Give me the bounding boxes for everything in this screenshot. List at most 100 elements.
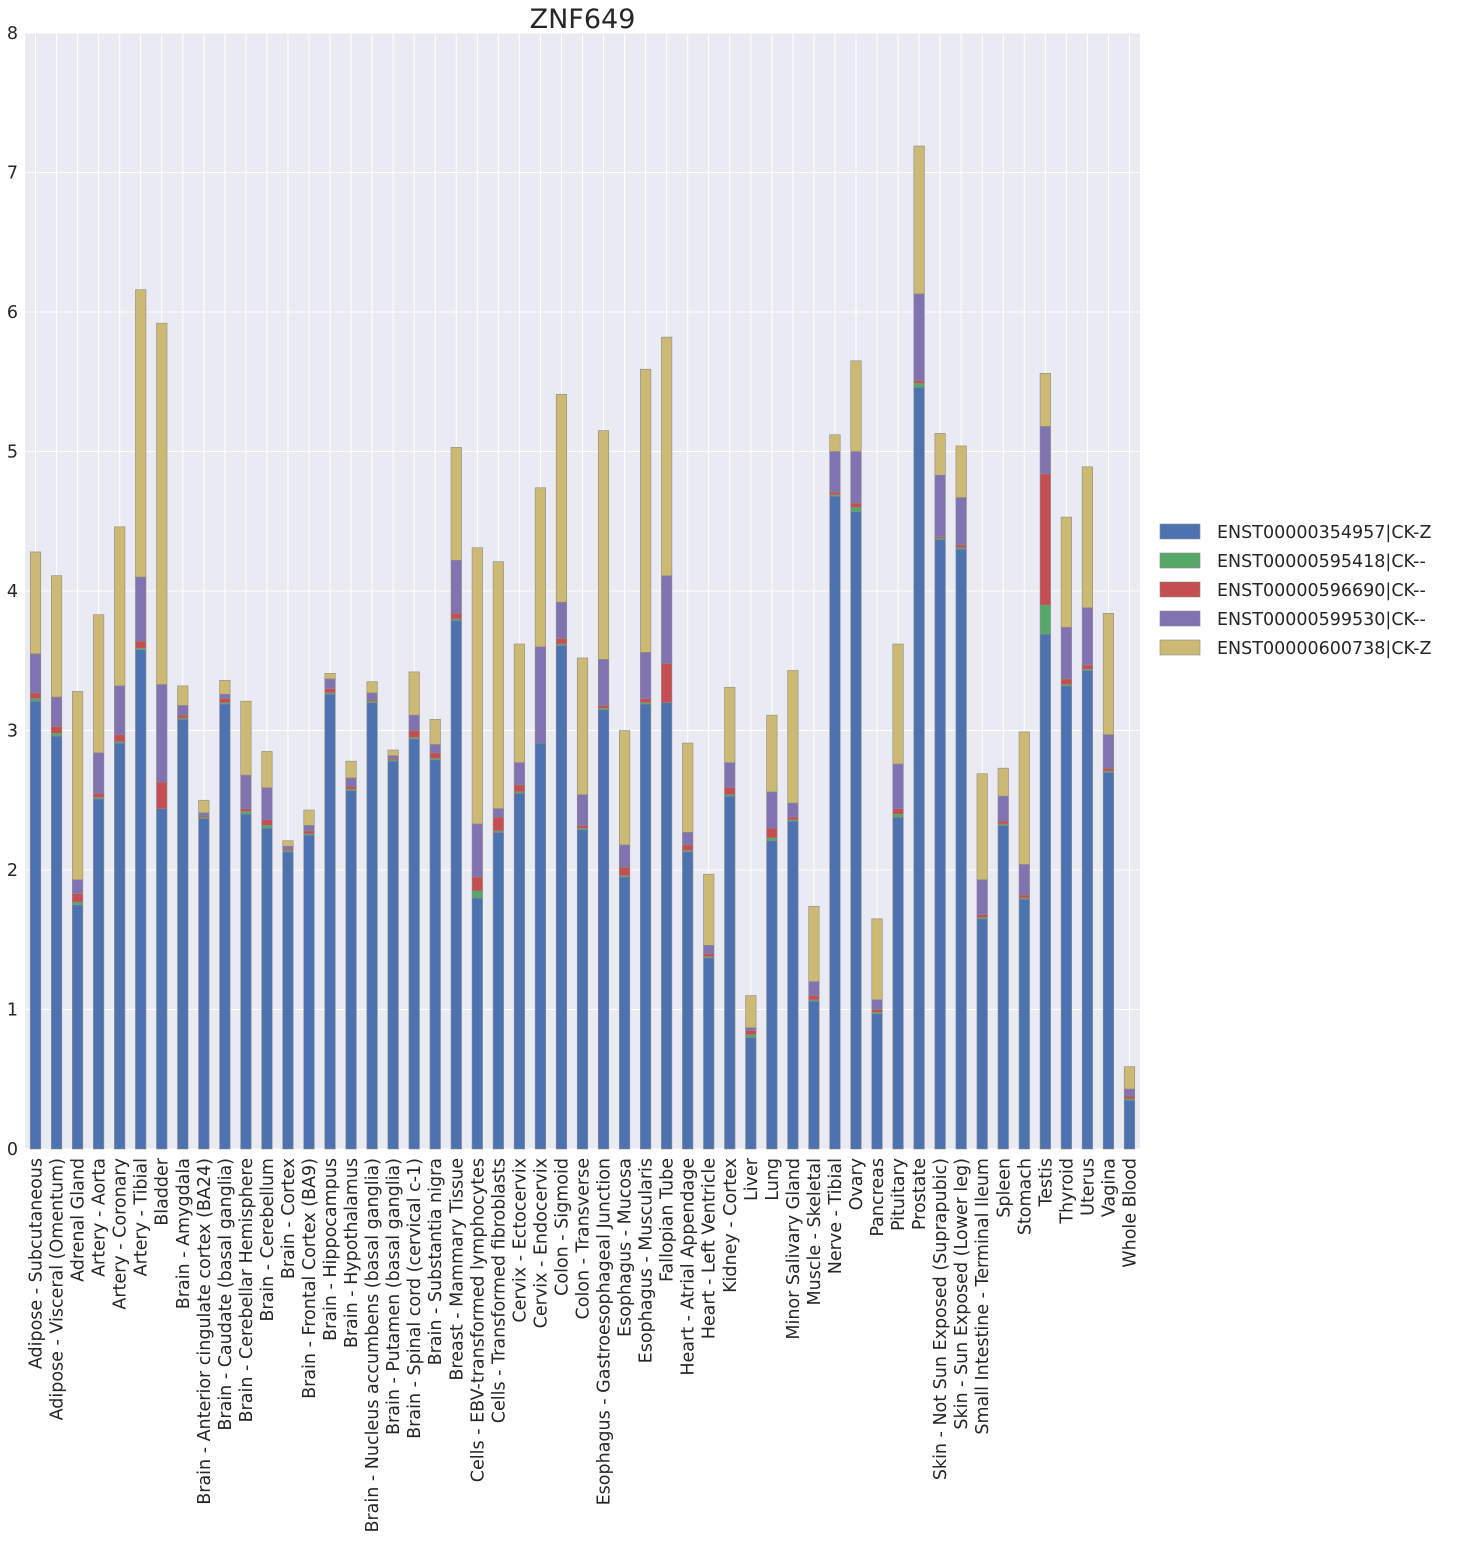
- bar-segment: [703, 957, 715, 1150]
- bar-segment: [219, 703, 231, 1150]
- bar-segment: [997, 767, 1009, 797]
- bar-segment: [934, 474, 946, 537]
- bar-segment: [408, 671, 420, 716]
- bar-segment: [766, 837, 778, 842]
- bar-segment: [114, 734, 126, 742]
- bar-segment: [850, 506, 862, 512]
- x-tick-label: Brain - Frontal Cortex (BA9): [300, 1158, 320, 1399]
- y-axis-ticks: 0 1 2 3 4 5 6 7 8: [7, 24, 18, 1160]
- bar-segment: [29, 698, 42, 702]
- x-tick-label: Bladder: [153, 1157, 173, 1226]
- bar-segment: [555, 394, 568, 603]
- x-tick-label: Artery - Coronary: [111, 1158, 131, 1310]
- bar-segment: [366, 681, 378, 694]
- bar-segment: [955, 445, 967, 498]
- bar-segment: [240, 774, 252, 809]
- x-tick-label: Cervix - Ectocervix: [510, 1158, 530, 1323]
- bar-segment: [808, 995, 820, 1001]
- bar-segment: [324, 678, 336, 689]
- x-tick-label: Minor Salivary Gland: [784, 1158, 804, 1340]
- bar-segment: [408, 738, 420, 1150]
- bar-segment: [177, 705, 189, 716]
- bar-segment: [345, 777, 357, 787]
- bar-segment: [745, 995, 757, 1028]
- bar-segment: [850, 451, 862, 504]
- bar-segment: [387, 755, 399, 759]
- bar-segment: [1123, 1066, 1136, 1090]
- legend-swatch: [1159, 581, 1201, 598]
- x-tick-label: Breast - Mammary Tissue: [447, 1158, 467, 1381]
- x-tick-label: Fallopian Tube: [658, 1158, 678, 1282]
- bar-segment: [219, 679, 231, 695]
- bar-segment: [1060, 626, 1072, 680]
- bar-segment: [29, 700, 42, 1150]
- bar-segment: [282, 840, 294, 847]
- bar-segment: [913, 387, 925, 1150]
- x-axis-ticks: Adipose - Subcutaneous Adipose - Visceral…: [27, 1157, 1141, 1532]
- bar-segment: [787, 820, 799, 1150]
- bar-segment: [724, 795, 736, 1150]
- bar-segment: [29, 551, 42, 655]
- x-tick-label: Brain - Putamen (basal ganglia): [384, 1158, 404, 1435]
- bar-segment: [72, 691, 84, 881]
- bar-segment: [492, 832, 504, 1150]
- bar-segment: [745, 1030, 757, 1035]
- bar-segment: [766, 827, 778, 839]
- bar-segment: [156, 684, 168, 783]
- x-tick-label: Whole Blood: [1120, 1158, 1140, 1268]
- bar-segment: [492, 561, 504, 809]
- x-tick-label: Brain - Anterior cingulate cortex (BA24): [195, 1158, 215, 1505]
- x-tick-label: Brain - Hippocampus: [321, 1158, 341, 1341]
- bar-segment: [135, 640, 147, 649]
- bar-segment: [240, 811, 252, 815]
- x-tick-label: Adipose - Subcutaneous: [27, 1158, 47, 1369]
- bar-segment: [1123, 1088, 1136, 1097]
- bar-segment: [1018, 898, 1030, 1150]
- x-tick-label: Brain - Cerebellar Hemisphere: [237, 1158, 257, 1422]
- x-tick-label: Cells - EBV-transformed lymphocytes: [468, 1158, 488, 1482]
- bar-segment: [808, 1000, 820, 1150]
- bar-segment: [766, 791, 778, 829]
- bar-segment: [850, 502, 862, 508]
- bar-segment: [450, 613, 462, 620]
- bar-segment: [93, 614, 105, 754]
- bar-segment: [555, 645, 568, 1150]
- bar-segment: [576, 829, 589, 1150]
- bar-segment: [850, 511, 862, 1150]
- bar-segment: [471, 823, 483, 878]
- bar-segment: [1102, 734, 1115, 769]
- bar-segment: [177, 714, 189, 719]
- bar-segment: [534, 742, 546, 1150]
- bar-segment: [1060, 678, 1072, 685]
- y-tick-label: 0: [7, 1140, 18, 1160]
- bar-segment: [50, 575, 63, 698]
- bar-segment: [640, 703, 652, 1150]
- bar-segment: [829, 434, 841, 452]
- legend-label: ENST00000354957|CK-Z: [1217, 523, 1431, 543]
- bar-segment: [198, 799, 210, 814]
- bar-segment: [619, 866, 631, 876]
- bar-segment: [72, 893, 84, 903]
- chart-title: ZNF649: [530, 4, 636, 35]
- bar-segment: [1060, 685, 1072, 1150]
- x-tick-label: Brain - Substantia nigra: [426, 1158, 446, 1365]
- bar-segment: [892, 763, 904, 809]
- legend-swatch: [1159, 523, 1201, 540]
- bar-segment: [871, 999, 883, 1010]
- bar-segment: [408, 714, 420, 731]
- bar-segment: [29, 692, 42, 699]
- bar-segment: [492, 816, 504, 832]
- legend-swatch: [1159, 610, 1201, 627]
- bar-segment: [135, 576, 147, 642]
- bar-segment: [29, 653, 42, 694]
- bar-segment: [50, 735, 63, 1150]
- bar-segment: [261, 825, 273, 829]
- bar-segment: [1018, 731, 1030, 865]
- x-tick-label: Stomach: [1015, 1158, 1035, 1235]
- bar-segment: [177, 685, 189, 706]
- bar-segment: [640, 368, 652, 653]
- bar-segment: [661, 663, 673, 703]
- legend-label: ENST00000596690|CK--: [1217, 581, 1426, 601]
- bar-segment: [913, 145, 925, 295]
- bar-segment: [429, 744, 441, 754]
